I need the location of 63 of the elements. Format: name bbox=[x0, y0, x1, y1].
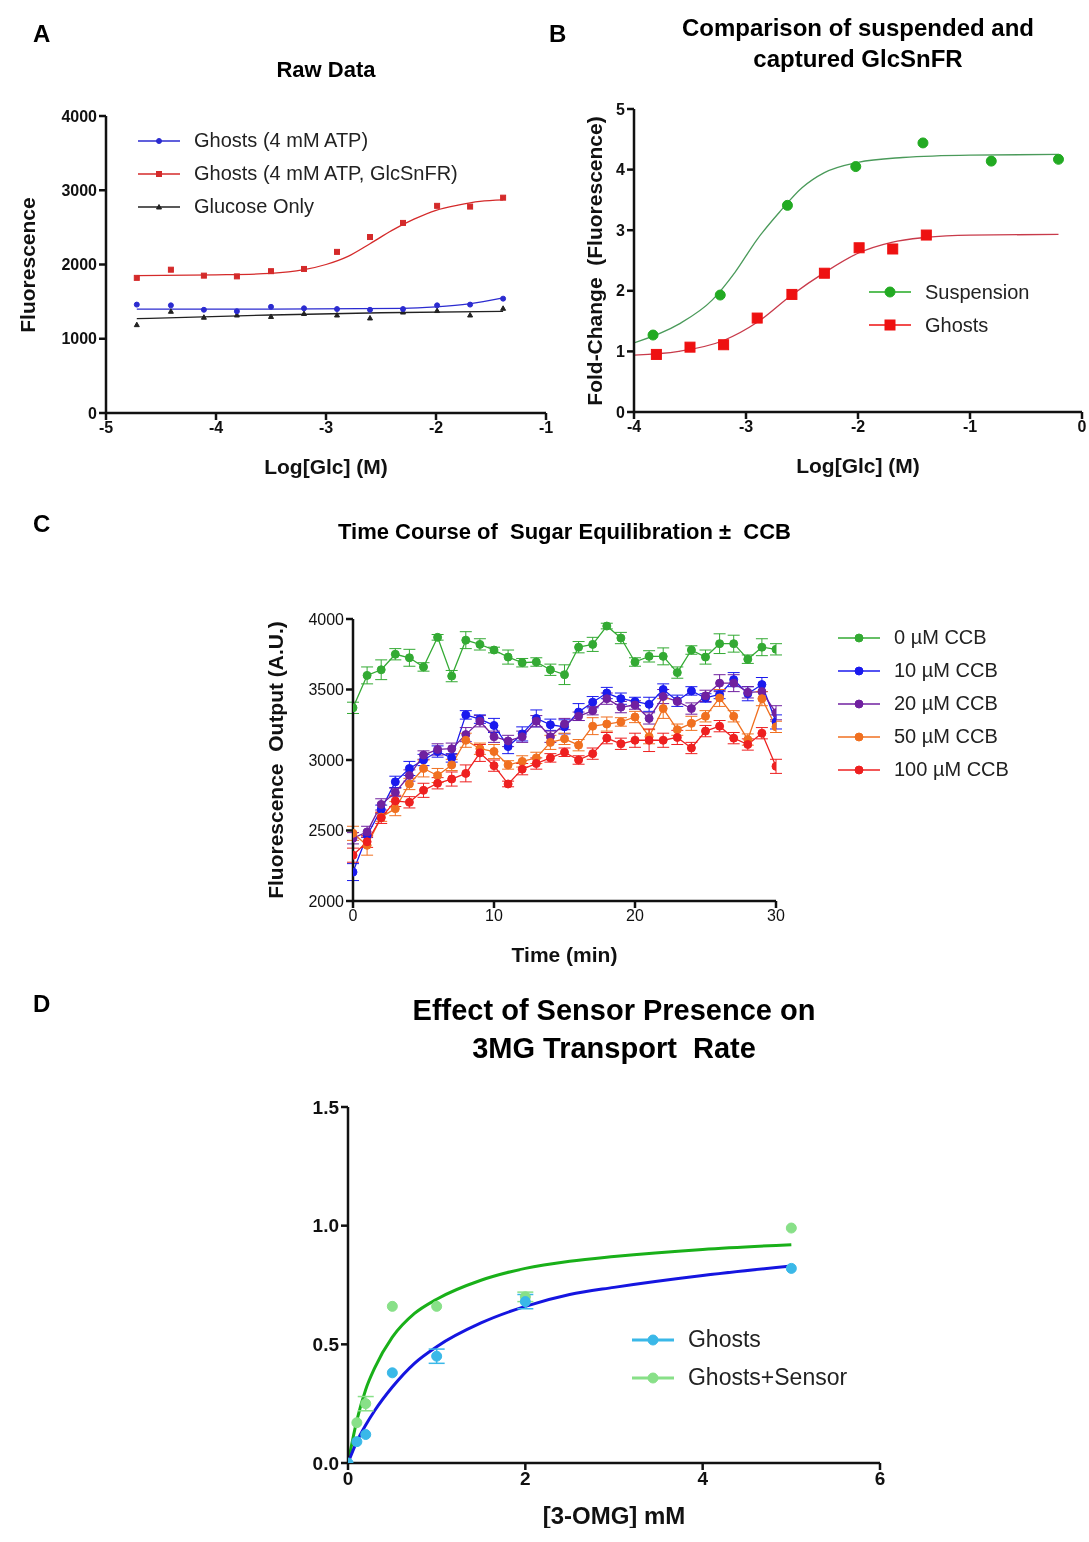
x-tick-label: 4 bbox=[697, 1468, 709, 1490]
chart-title: Time Course of Sugar Equilibration ± CCB bbox=[337, 518, 792, 546]
x-tick-label: -1 bbox=[538, 419, 554, 437]
y-tick-label: 4000 bbox=[61, 107, 98, 125]
y-tick-label: 2000 bbox=[308, 892, 345, 910]
x-tick-label: -4 bbox=[626, 418, 642, 436]
x-tick-label: 20 bbox=[626, 907, 644, 925]
y-tick-label: 5 bbox=[616, 100, 626, 118]
y-tick-label: 1 bbox=[616, 343, 626, 361]
x-tick-label: 0 bbox=[1077, 418, 1087, 436]
legend-label: 100 µM CCB bbox=[894, 757, 1009, 782]
legend-label: 20 µM CCB bbox=[894, 691, 998, 716]
legend-label: 0 µM CCB bbox=[894, 625, 987, 650]
y-tick-label: 3000 bbox=[308, 751, 345, 769]
legend-label: Ghosts bbox=[924, 312, 989, 338]
y-tick-label: 2 bbox=[616, 282, 626, 300]
y-tick-label: 1.5 bbox=[312, 1096, 340, 1118]
y-tick-label: 0 bbox=[616, 403, 626, 421]
y-tick-label: 4 bbox=[616, 161, 626, 179]
y-tick-label: 3 bbox=[616, 221, 626, 239]
legend-label: Ghosts (4 mM ATP, GlcSnFR) bbox=[194, 161, 458, 186]
y-axis-title: Fluorescence bbox=[16, 196, 40, 333]
legend-label: Suspension bbox=[924, 279, 1030, 305]
legend-label: 10 µM CCB bbox=[894, 658, 998, 683]
x-tick-label: -1 bbox=[962, 418, 978, 436]
legend-label: 50 µM CCB bbox=[894, 724, 998, 749]
y-tick-label: 3000 bbox=[61, 181, 98, 199]
text: C bbox=[33, 510, 51, 538]
text: A bbox=[33, 20, 51, 48]
legend-label: Ghosts (4 mM ATP) bbox=[194, 128, 369, 153]
x-tick-label: 30 bbox=[767, 907, 785, 925]
chart-title: Effect of Sensor Presence on 3MG Transport Rate bbox=[411, 993, 817, 1066]
y-tick-label: 0.0 bbox=[312, 1452, 339, 1474]
x-tick-label: 0 bbox=[348, 907, 358, 925]
x-tick-label: -5 bbox=[98, 419, 114, 437]
y-tick-label: 0.5 bbox=[312, 1334, 340, 1356]
legend-label: Ghosts bbox=[687, 1324, 761, 1354]
x-tick-label: 6 bbox=[874, 1468, 886, 1490]
chart-title: Comparison of suspended and captured GlcSnFR bbox=[681, 13, 1035, 75]
text: B bbox=[549, 20, 567, 48]
legend-label: Glucose Only bbox=[194, 194, 315, 219]
x-axis-title: Log[Glc] (M) bbox=[264, 455, 388, 478]
x-tick-label: -3 bbox=[318, 419, 334, 437]
x-axis-title: Log[Glc] (M) bbox=[796, 454, 920, 477]
x-tick-label: -3 bbox=[738, 418, 754, 436]
x-axis-title: Time (min) bbox=[511, 943, 618, 966]
text: D bbox=[33, 990, 51, 1018]
x-tick-label: -2 bbox=[428, 419, 444, 437]
x-tick-label: 2 bbox=[520, 1468, 531, 1490]
chart-title: Raw Data bbox=[275, 56, 377, 84]
x-tick-label: -2 bbox=[850, 418, 866, 436]
x-tick-label: 10 bbox=[485, 907, 503, 925]
y-tick-label: 4000 bbox=[308, 610, 345, 628]
y-tick-label: 3500 bbox=[308, 681, 345, 699]
y-tick-label: 1.0 bbox=[312, 1215, 339, 1237]
y-axis-title: Fluorescence Output (A.U.) bbox=[264, 621, 288, 899]
x-tick-label: -4 bbox=[208, 419, 224, 437]
y-tick-label: 2000 bbox=[61, 256, 98, 274]
y-tick-label: 2500 bbox=[308, 822, 345, 840]
y-tick-label: 1000 bbox=[61, 330, 98, 348]
y-axis-title: Fold-Change (Fluorescence) bbox=[583, 115, 607, 406]
legend-label: Ghosts+Sensor bbox=[687, 1362, 848, 1392]
y-tick-label: 0 bbox=[88, 404, 98, 422]
